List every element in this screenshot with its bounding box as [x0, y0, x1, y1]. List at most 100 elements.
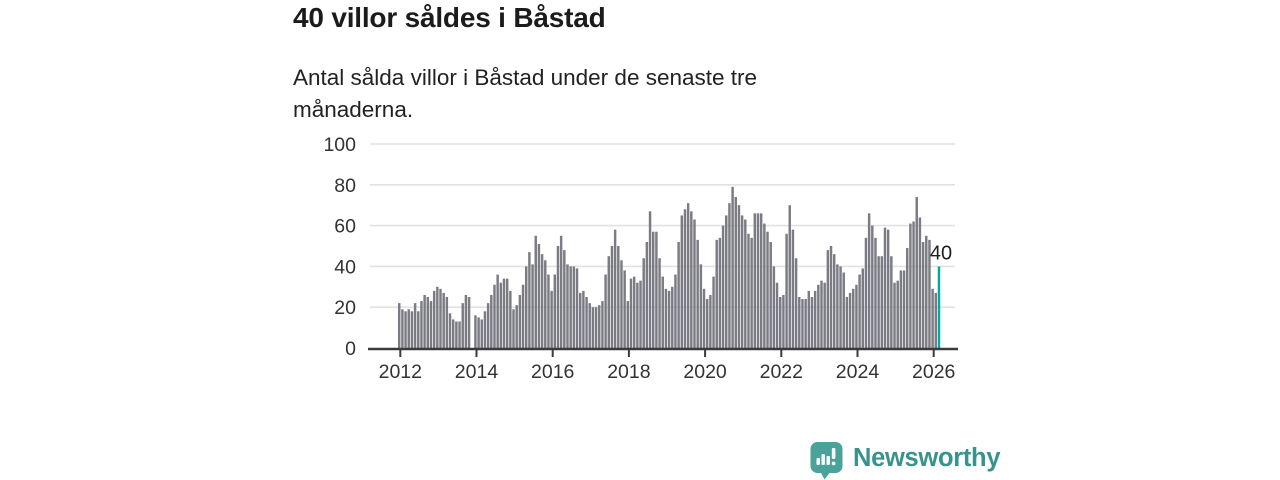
bar [439, 288, 442, 348]
highlighted-bar [937, 266, 941, 348]
bar [566, 264, 569, 348]
bar [496, 274, 499, 348]
bar [509, 290, 512, 348]
bar [737, 205, 741, 348]
bar [718, 237, 722, 348]
bar [664, 288, 668, 348]
bar [766, 231, 769, 348]
bar [928, 239, 931, 348]
bar [401, 309, 404, 348]
bar [525, 266, 528, 348]
bar [636, 282, 639, 348]
bar [486, 303, 490, 348]
logo-bubble-tail [820, 471, 831, 480]
bar [547, 274, 550, 348]
bar [436, 286, 439, 348]
bar [763, 223, 766, 348]
bar [680, 215, 684, 348]
y-axis-label: 20 [334, 297, 356, 319]
bar [896, 280, 899, 348]
bar [648, 211, 652, 348]
y-axis-label: 80 [334, 175, 356, 197]
chart-subtitle: Antal sålda villor i Båstad under de sen… [293, 65, 758, 122]
bar [740, 215, 744, 348]
bar [867, 213, 871, 348]
bar [467, 297, 471, 348]
bar [575, 268, 579, 348]
bar [696, 239, 699, 348]
bar [620, 260, 623, 348]
x-axis-label: 2012 [379, 361, 422, 383]
bar [677, 241, 680, 348]
bar [693, 219, 696, 348]
bar [861, 268, 864, 348]
bar [858, 274, 861, 348]
bar [601, 301, 604, 348]
bar [801, 299, 804, 348]
bar [591, 307, 595, 348]
bar [455, 321, 458, 348]
bar [464, 294, 468, 348]
bar [505, 278, 509, 348]
x-axis-label: 2014 [455, 361, 499, 383]
bar [451, 319, 455, 348]
newsworthy-logo: Newsworthy [809, 440, 1001, 480]
bar [810, 297, 814, 348]
bar [578, 292, 582, 348]
x-axis-label: 2022 [760, 361, 803, 383]
bar [785, 233, 788, 348]
bar [432, 290, 436, 348]
bar [645, 241, 649, 348]
bar [839, 266, 842, 348]
bar [744, 219, 747, 348]
newsworthy-logo-text: Newsworthy [853, 443, 1001, 472]
bar [832, 254, 836, 348]
bar [864, 237, 868, 348]
bar [623, 270, 626, 348]
bar [515, 305, 518, 348]
bar [791, 229, 795, 348]
bar [750, 237, 753, 348]
bar [521, 284, 525, 348]
bar [721, 225, 725, 348]
bar [502, 278, 506, 348]
bar [423, 294, 426, 348]
bar [769, 241, 772, 348]
bar [461, 303, 464, 348]
x-axis-label: 2016 [531, 361, 574, 383]
bar [413, 303, 417, 348]
bar [921, 241, 925, 348]
bar [871, 225, 874, 348]
newsworthy-chart-bubble-icon [810, 442, 843, 480]
bar [572, 266, 576, 348]
bar [699, 264, 703, 348]
bar [759, 213, 763, 348]
bar [537, 243, 541, 348]
bar [604, 274, 607, 348]
bar [639, 280, 642, 348]
bar [702, 288, 706, 348]
bar [747, 233, 750, 348]
bar [594, 307, 598, 348]
bar [512, 309, 515, 348]
page-title: 40 villor såldes i Båstad [293, 2, 606, 33]
bar [404, 311, 407, 348]
bar [442, 292, 445, 348]
bar [826, 250, 830, 348]
bar [880, 256, 884, 348]
bar [582, 290, 585, 348]
bar [661, 276, 664, 348]
bar [728, 203, 731, 348]
bar [553, 274, 557, 348]
bar [528, 252, 531, 348]
bar [671, 286, 674, 348]
x-axis-label: 2026 [912, 361, 955, 383]
bar [588, 303, 591, 348]
bar [725, 215, 728, 348]
bar [775, 282, 779, 348]
bar [807, 290, 811, 348]
highlight-value-label: 40 [930, 242, 952, 264]
bar [890, 256, 893, 348]
x-axis-label: 2020 [683, 361, 727, 383]
